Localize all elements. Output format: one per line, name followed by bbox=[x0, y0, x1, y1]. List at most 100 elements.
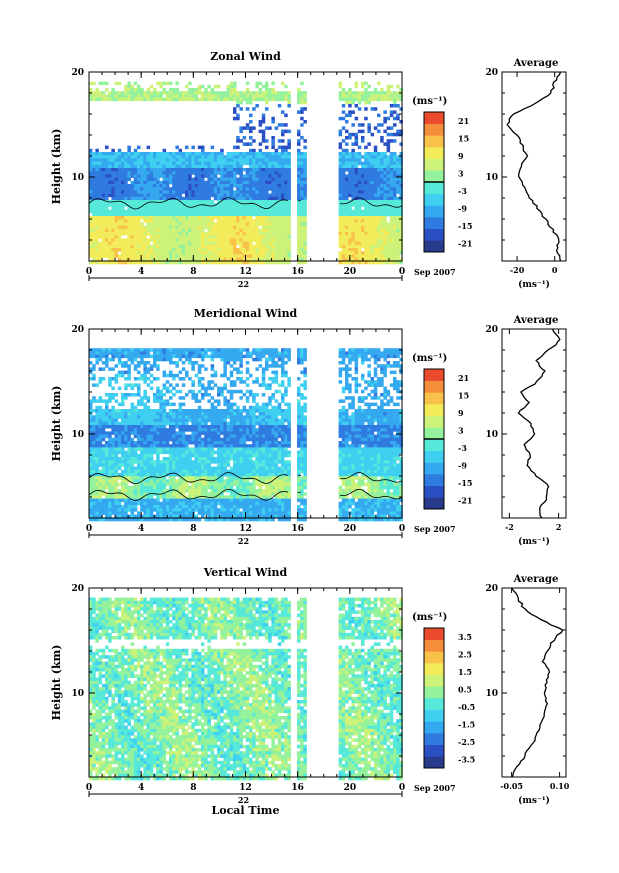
heatmap-cell bbox=[361, 228, 365, 233]
heatmap-cell bbox=[210, 228, 215, 233]
heatmap-cell bbox=[242, 161, 247, 166]
heatmap-cell bbox=[117, 187, 122, 191]
heatmap-cell bbox=[297, 190, 301, 194]
heatmap-cell bbox=[101, 492, 106, 496]
heatmap-cell bbox=[111, 495, 115, 499]
heatmap-cell bbox=[399, 155, 403, 159]
heatmap-cell bbox=[101, 260, 106, 265]
heatmap-cell bbox=[130, 190, 135, 194]
heatmap-cell bbox=[220, 171, 224, 175]
heatmap-cell bbox=[121, 412, 125, 416]
heatmap-cell bbox=[261, 180, 266, 185]
heatmap-cell bbox=[380, 251, 384, 255]
heatmap-cell bbox=[277, 91, 282, 95]
heatmap-cell bbox=[95, 479, 99, 483]
heatmap-cell bbox=[156, 479, 160, 483]
heatmap-cell bbox=[95, 460, 99, 464]
heatmap-cell bbox=[284, 257, 288, 262]
heatmap-cell bbox=[117, 489, 122, 493]
heatmap-cell bbox=[133, 418, 138, 423]
heatmap-cell bbox=[265, 139, 269, 143]
heatmap-cell bbox=[389, 155, 394, 159]
heatmap-cell bbox=[354, 158, 359, 162]
heatmap-cell bbox=[149, 235, 154, 239]
heatmap-cell bbox=[121, 222, 125, 226]
profile-x-label: (ms⁻¹) bbox=[518, 279, 550, 290]
heatmap-cell bbox=[255, 94, 259, 98]
heatmap-cell bbox=[127, 447, 131, 451]
heatmap-cell bbox=[351, 110, 355, 114]
heatmap-cell bbox=[114, 469, 119, 474]
heatmap-cell bbox=[191, 94, 195, 98]
heatmap-cell bbox=[249, 184, 253, 188]
heatmap-cell bbox=[383, 254, 387, 258]
heatmap-cell bbox=[223, 248, 227, 252]
heatmap-cell bbox=[156, 158, 160, 162]
heatmap-cell bbox=[169, 251, 173, 255]
heatmap-cell bbox=[287, 193, 291, 198]
heatmap-cell bbox=[92, 257, 96, 262]
heatmap-cell bbox=[159, 450, 163, 455]
heatmap-cell bbox=[130, 469, 135, 474]
heatmap-cell bbox=[348, 241, 352, 246]
heatmap-cell bbox=[399, 216, 403, 220]
heatmap-cell bbox=[172, 228, 176, 233]
heatmap-cell bbox=[303, 139, 307, 143]
heatmap-cell bbox=[271, 177, 275, 182]
heatmap-cell bbox=[287, 171, 291, 175]
heatmap-cell bbox=[101, 171, 106, 175]
heatmap-cell bbox=[108, 97, 112, 102]
heatmap-cell bbox=[153, 466, 157, 471]
heatmap-cell bbox=[169, 180, 173, 185]
heatmap-cell bbox=[140, 225, 144, 230]
contour-line bbox=[88, 197, 403, 210]
colorbar-swatch bbox=[424, 205, 444, 218]
heatmap-cell bbox=[156, 415, 160, 419]
heatmap-cell bbox=[172, 421, 176, 426]
heatmap-cell bbox=[252, 248, 256, 252]
heatmap-cell bbox=[117, 232, 122, 236]
heatmap-cell bbox=[213, 177, 218, 182]
heatmap-cell bbox=[108, 164, 112, 169]
heatmap-cell bbox=[92, 428, 96, 432]
heatmap-cell bbox=[268, 184, 272, 188]
heatmap-cell bbox=[268, 216, 272, 220]
heatmap-cell bbox=[175, 412, 179, 416]
heatmap-cell bbox=[377, 113, 381, 118]
heatmap-cell bbox=[133, 514, 138, 519]
heatmap-cell bbox=[213, 187, 218, 191]
heatmap-cell bbox=[140, 193, 144, 198]
heatmap-cell bbox=[367, 126, 371, 130]
heatmap-cell bbox=[252, 209, 256, 214]
heatmap-cell bbox=[146, 479, 151, 483]
heatmap-cell bbox=[117, 437, 122, 442]
heatmap-cell bbox=[274, 193, 279, 198]
heatmap-cell bbox=[361, 209, 365, 214]
heatmap-cell bbox=[354, 203, 359, 207]
heatmap-cell bbox=[114, 428, 119, 432]
heatmap-cell bbox=[137, 479, 141, 483]
heatmap-cell bbox=[140, 450, 144, 455]
heatmap-cell bbox=[239, 209, 243, 214]
heatmap-cell bbox=[277, 168, 282, 172]
heatmap-cell bbox=[140, 437, 144, 442]
heatmap-cell bbox=[255, 216, 259, 220]
heatmap-cell bbox=[105, 235, 109, 239]
heatmap-cell bbox=[92, 244, 96, 249]
heatmap-cell bbox=[220, 225, 224, 230]
heatmap-cells bbox=[89, 348, 403, 522]
heatmap-cell bbox=[393, 254, 397, 258]
heatmap-cell bbox=[133, 415, 138, 419]
heatmap-cell bbox=[89, 457, 93, 461]
heatmap-cell bbox=[274, 206, 279, 210]
heatmap-cell bbox=[146, 469, 151, 474]
heatmap-cell bbox=[268, 254, 272, 258]
heatmap-cell bbox=[377, 94, 381, 98]
heatmap-cell bbox=[172, 152, 176, 156]
heatmap-cell bbox=[159, 97, 163, 102]
heatmap-cell bbox=[105, 453, 109, 458]
heatmap-cell bbox=[111, 161, 115, 166]
heatmap-cell bbox=[271, 94, 275, 98]
heatmap-cell bbox=[236, 254, 240, 258]
heatmap-cell bbox=[255, 254, 259, 258]
